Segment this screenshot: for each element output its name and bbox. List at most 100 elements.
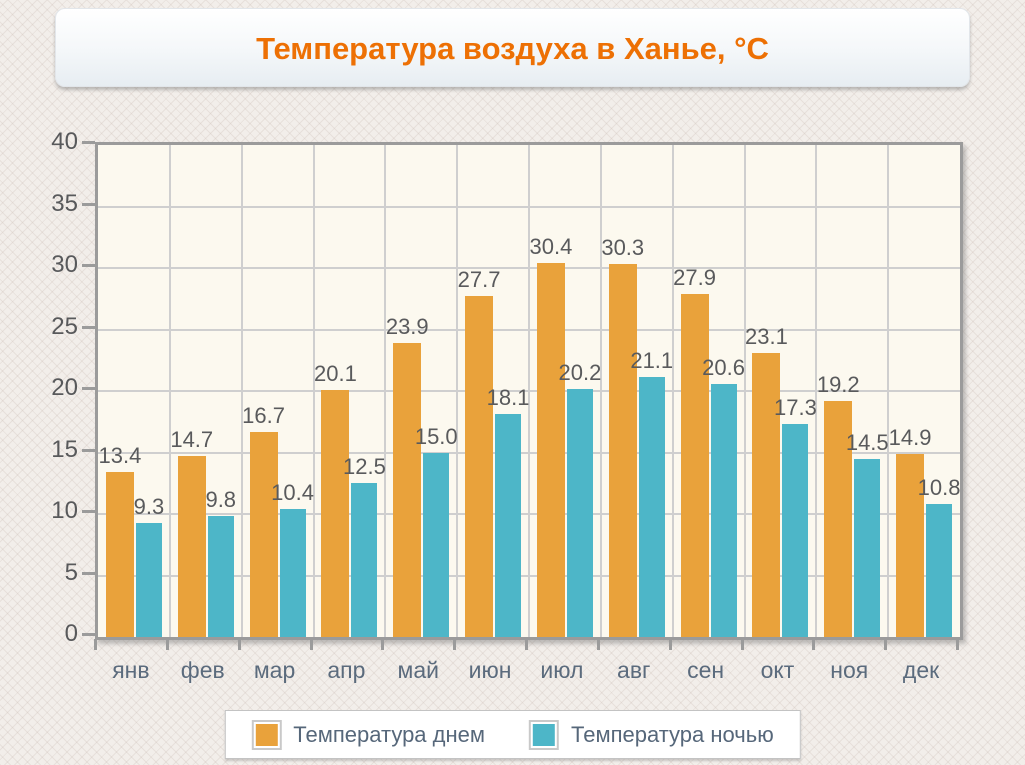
gridline-vertical: [815, 145, 818, 637]
bar-value-day: 27.9: [673, 264, 716, 290]
gridline-vertical: [743, 145, 746, 637]
bar-value-night: 10.4: [271, 480, 314, 506]
bar-day: [608, 264, 637, 637]
x-tick-label: июл: [540, 657, 584, 683]
bar-value-night: 9.8: [205, 487, 237, 513]
bar-value-night: 20.6: [702, 354, 745, 380]
y-tick-label: 40: [51, 128, 78, 155]
x-axis-tick: [956, 639, 959, 650]
legend-box: Температура днем Температура ночью: [224, 710, 801, 759]
bar-night: [854, 458, 881, 637]
bar-value-night: 17.3: [773, 395, 817, 421]
bar-value-day: 30.4: [529, 234, 573, 260]
y-tick-label: 25: [51, 312, 78, 340]
legend-swatch-night-frame: [529, 719, 560, 750]
gridline-vertical: [599, 145, 602, 637]
bar-value-day: 13.4: [98, 443, 142, 469]
bar-night: [782, 424, 809, 637]
bar-value-day: 14.7: [170, 427, 214, 453]
bar-value-night: 15.0: [414, 423, 458, 449]
bar-day: [249, 431, 278, 637]
y-axis-tick: [82, 141, 95, 144]
bar-night: [423, 452, 450, 637]
bar-day: [105, 472, 134, 637]
x-axis-tick: [237, 639, 241, 650]
bar-night: [926, 504, 953, 637]
y-tick-label: 30: [51, 251, 78, 278]
gridline-vertical: [312, 145, 315, 637]
legend-swatch-night: [533, 723, 556, 746]
bar-value-night: 9.3: [133, 493, 165, 519]
bar-value-day: 14.9: [888, 424, 932, 450]
bar-night: [638, 377, 665, 637]
y-axis-tick: [82, 325, 95, 329]
bar-night: [351, 483, 378, 637]
bar-night: [710, 383, 737, 637]
y-axis-tick: [82, 202, 95, 206]
bar-value-day: 23.9: [385, 314, 429, 340]
x-axis-tick: [596, 639, 600, 650]
bar-day: [393, 343, 422, 637]
x-tick-label: май: [397, 657, 439, 683]
y-tick-label: 0: [64, 620, 78, 647]
legend-swatch-day-frame: [251, 719, 282, 750]
bar-value-night: 21.1: [630, 348, 674, 374]
x-tick-label: авг: [617, 657, 651, 683]
y-tick-label: 10: [51, 497, 78, 524]
chart-title-box: Температура воздуха в Ханье, °C: [55, 8, 970, 87]
gridline-vertical: [887, 145, 890, 637]
bar-day: [465, 296, 494, 637]
gridline-vertical: [528, 145, 530, 637]
bar-value-day: 27.7: [457, 267, 501, 293]
plot-area: 13.4 14.7 16.7 20.1 23.9 27.7 30.4 30.3 27.9 23.1…: [95, 142, 963, 640]
bar-night: [279, 509, 306, 637]
y-axis-tick: [82, 633, 95, 636]
bar-day: [896, 453, 925, 637]
bar-day: [177, 456, 206, 637]
x-axis-tick: [884, 639, 888, 650]
y-axis-tick: [82, 448, 95, 452]
bar-day: [752, 352, 781, 637]
y-axis-tick: [82, 571, 95, 575]
x-tick-label: янв: [112, 657, 150, 683]
gridline-vertical: [168, 145, 171, 637]
x-axis-tick: [94, 639, 97, 650]
y-axis-tick: [82, 510, 95, 513]
legend-swatch-day: [255, 723, 278, 746]
x-axis-tick: [381, 639, 385, 650]
bar-day: [321, 389, 350, 637]
legend-item-day[interactable]: Температура днем: [251, 719, 486, 750]
x-tick-label: сен: [687, 657, 725, 683]
x-tick-label: дек: [902, 657, 940, 683]
bar-value-day: 16.7: [242, 402, 285, 428]
chart-title: Температура воздуха в Ханье, °C: [256, 31, 769, 66]
bar-day: [680, 293, 709, 637]
x-axis-tick: [668, 639, 672, 650]
bar-day: [824, 400, 853, 637]
x-axis-tick: [309, 639, 313, 650]
legend-label-day: Температура днем: [293, 721, 486, 747]
y-axis-tick: [82, 264, 95, 267]
bar-night: [495, 414, 522, 637]
gridline-vertical: [240, 145, 243, 637]
legend-item-night[interactable]: Температура ночью: [529, 719, 774, 750]
bar-value-night: 18.1: [486, 385, 530, 411]
gridline-vertical: [384, 145, 387, 637]
x-tick-label: фев: [180, 657, 225, 683]
gridline-vertical: [456, 145, 459, 637]
bar-night: [135, 522, 162, 637]
y-tick-label: 5: [64, 558, 78, 586]
bar-night: [566, 388, 593, 637]
x-axis-tick: [453, 639, 457, 650]
x-axis-tick: [165, 639, 169, 650]
x-axis-tick: [812, 639, 816, 650]
x-tick-label: апр: [327, 657, 366, 683]
bar-value-night: 14.5: [845, 429, 889, 455]
bar-night: [207, 516, 234, 637]
x-tick-label: июн: [468, 657, 512, 683]
bar-value-day: 23.1: [744, 323, 788, 349]
legend-label-night: Температура ночью: [571, 721, 774, 747]
y-tick-label: 35: [51, 189, 78, 217]
bar-day: [536, 263, 565, 637]
